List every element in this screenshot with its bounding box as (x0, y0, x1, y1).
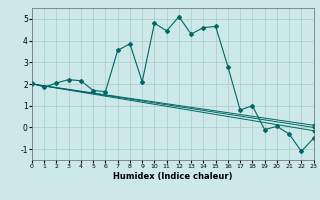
X-axis label: Humidex (Indice chaleur): Humidex (Indice chaleur) (113, 172, 233, 181)
